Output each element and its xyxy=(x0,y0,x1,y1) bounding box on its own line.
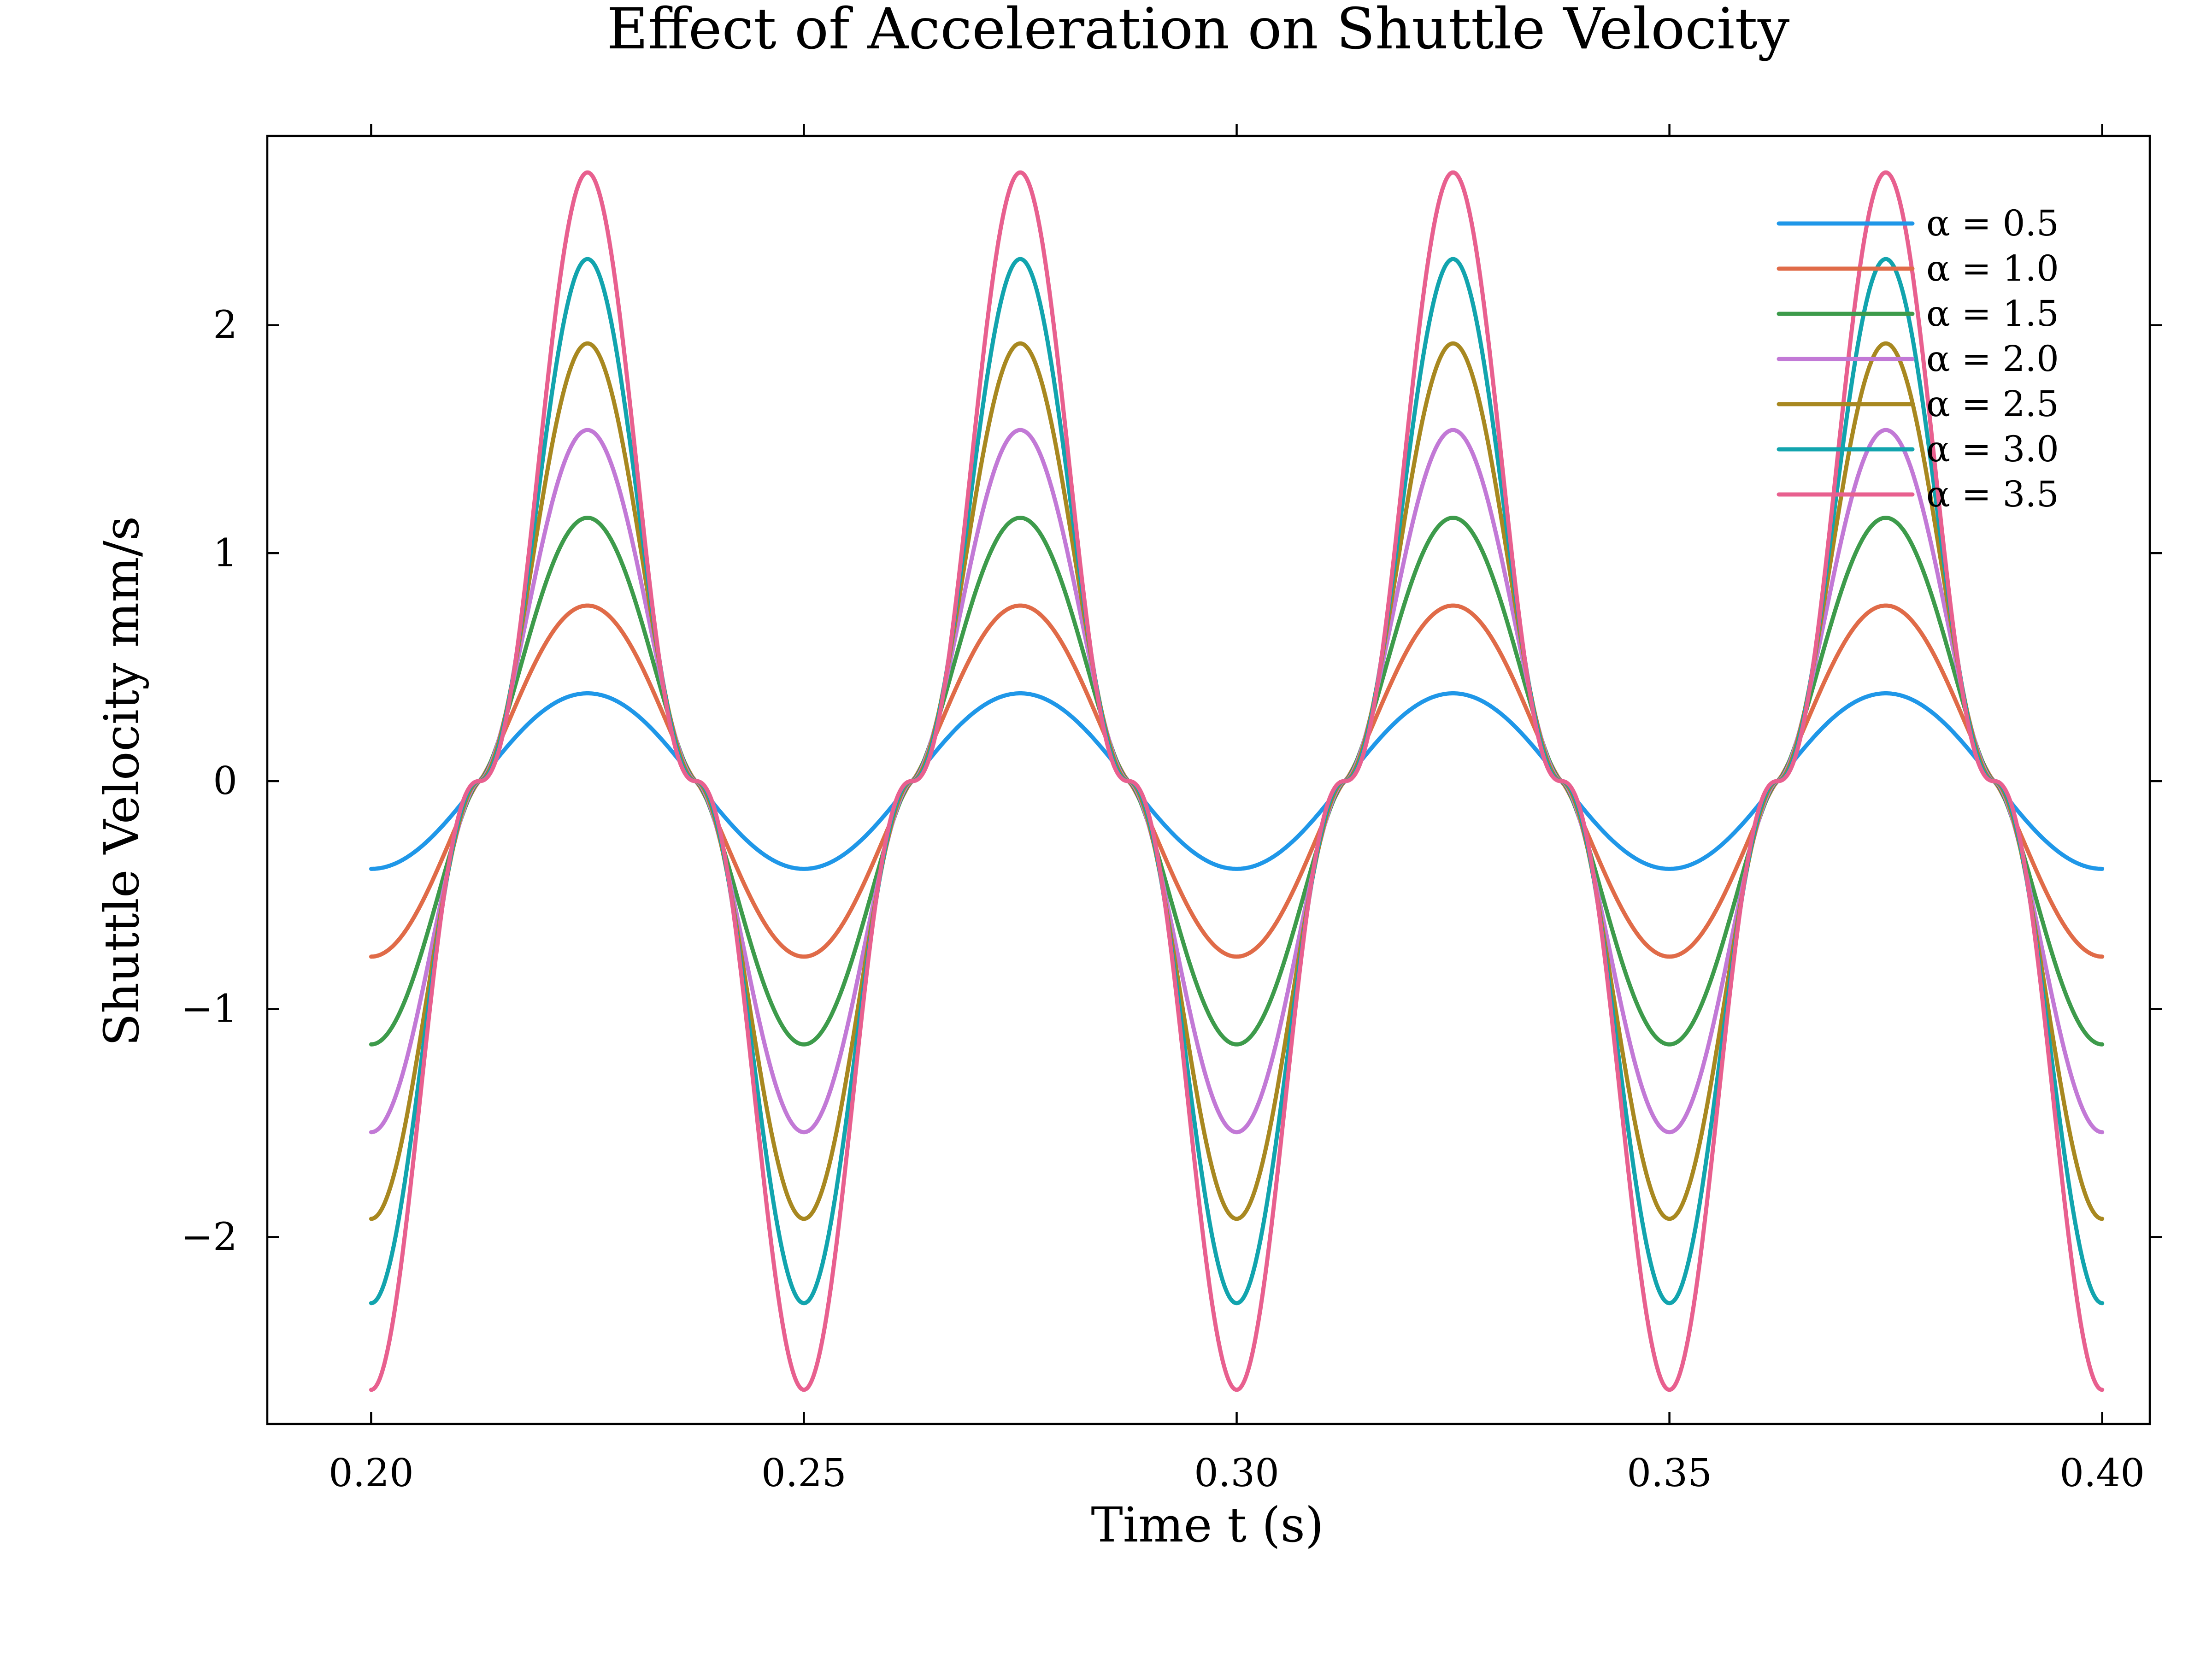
series-line xyxy=(369,516,2105,1047)
chart-title: Effect of Acceleration on Shuttle Veloci… xyxy=(607,0,1790,62)
y-tick-label: −1 xyxy=(181,987,237,1031)
legend-label: α = 1.0 xyxy=(1926,248,2059,289)
y-tick-label: 2 xyxy=(213,303,237,347)
legend-label: α = 3.5 xyxy=(1926,474,2059,515)
plot-frame xyxy=(266,135,2151,1425)
x-tick-label: 0.35 xyxy=(1627,1451,1712,1495)
legend-label: α = 2.0 xyxy=(1926,339,2059,380)
series-line xyxy=(369,170,2105,1392)
series-line xyxy=(369,691,2105,871)
ticks-group: 0.20 0.25 0.30 0.35 0.40 −2 −1 0 1 2 xyxy=(181,124,2162,1495)
legend: α = 0.5α = 1.0α = 1.5α = 2.0α = 2.5α = 3… xyxy=(1777,203,2059,515)
y-tick-label: 1 xyxy=(213,530,237,575)
y-tick-label: −2 xyxy=(181,1214,237,1259)
legend-label: α = 0.5 xyxy=(1926,203,2059,244)
series-line xyxy=(369,341,2105,1221)
series-line xyxy=(369,428,2105,1135)
x-tick-label: 0.25 xyxy=(761,1451,847,1495)
legend-label: α = 2.5 xyxy=(1926,384,2059,425)
legend-label: α = 3.0 xyxy=(1926,429,2059,470)
x-tick-label: 0.20 xyxy=(329,1451,414,1495)
x-tick-label: 0.40 xyxy=(2059,1451,2145,1495)
x-tick-label: 0.30 xyxy=(1194,1451,1279,1495)
x-axis-label: Time t (s) xyxy=(1091,1497,1324,1553)
legend-label: α = 1.5 xyxy=(1926,294,2059,335)
y-axis-label: Shuttle Velocity mm/s xyxy=(94,516,150,1046)
series-group xyxy=(369,170,2105,1392)
y-tick-label: 0 xyxy=(213,759,237,803)
series-line xyxy=(369,603,2105,959)
